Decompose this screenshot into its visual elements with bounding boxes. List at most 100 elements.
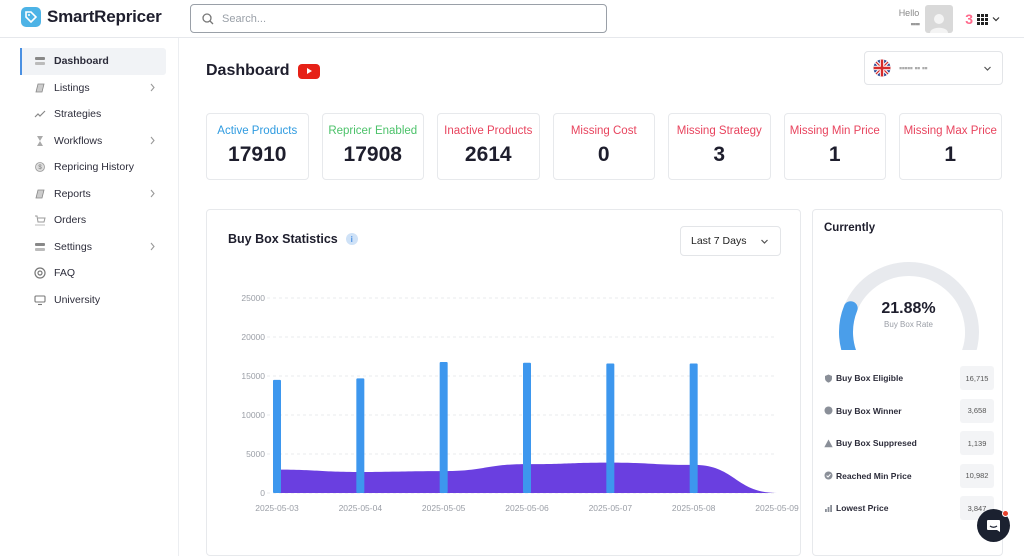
search-icon bbox=[202, 12, 214, 24]
sidebar-item-label: Repricing History bbox=[54, 161, 134, 174]
y-tick-label: 0 bbox=[260, 488, 265, 498]
bar[interactable] bbox=[356, 378, 365, 493]
metric-value: 1,139 bbox=[960, 431, 994, 455]
marketplace-selector[interactable]: ▪▪▪▪▪ ▪▪ ▪▪ bbox=[864, 51, 1003, 85]
tag-icon bbox=[21, 7, 41, 27]
chat-icon bbox=[987, 519, 1000, 532]
chevron-down-icon bbox=[984, 66, 991, 71]
chevron-right-icon bbox=[149, 242, 156, 254]
sidebar-item-strategies[interactable]: Strategies bbox=[20, 101, 178, 128]
x-tick-label: 2025-05-04 bbox=[339, 503, 383, 513]
y-tick-label: 10000 bbox=[241, 410, 265, 420]
buy-box-rate-value: 21.88% bbox=[881, 300, 936, 317]
stat-card-active-products[interactable]: Active Products 17910 bbox=[206, 113, 309, 180]
avatar[interactable] bbox=[925, 5, 954, 33]
bar[interactable] bbox=[523, 362, 531, 493]
bar[interactable] bbox=[689, 363, 698, 493]
stat-card-inactive-products[interactable]: Inactive Products 2614 bbox=[437, 113, 540, 180]
search-box[interactable] bbox=[190, 4, 607, 33]
sidebar-item-listings[interactable]: Listings bbox=[20, 75, 178, 102]
stat-card-missing-max-price[interactable]: Missing Max Price 1 bbox=[899, 113, 1002, 180]
stat-card-missing-min-price[interactable]: Missing Min Price 1 bbox=[783, 113, 886, 180]
chevron-down-icon bbox=[992, 17, 1000, 22]
page-title: Dashboard bbox=[206, 62, 290, 79]
stat-value: 17910 bbox=[228, 143, 287, 166]
currently-card: Currently 21.88% Buy Box Rate Buy Box El… bbox=[812, 209, 1003, 556]
stat-value: 1 bbox=[828, 143, 841, 166]
youtube-icon[interactable] bbox=[297, 63, 320, 79]
metric-value: 10,982 bbox=[960, 463, 994, 488]
stat-card-missing-strategy[interactable]: Missing Strategy 3 bbox=[668, 113, 771, 180]
marketplace-name-obscured: ▪▪▪▪▪ ▪▪ ▪▪ bbox=[899, 63, 928, 73]
grid-icon bbox=[977, 13, 988, 25]
y-tick-label: 25000 bbox=[241, 293, 265, 303]
sidebar-item-dashboard[interactable]: Dashboard bbox=[20, 48, 166, 75]
stat-card-repricer-enabled[interactable]: Repricer Enabled 17908 bbox=[321, 113, 424, 180]
chevron-right-icon bbox=[149, 189, 156, 201]
sidebar-item-label: FAQ bbox=[54, 267, 76, 280]
reports-icon bbox=[34, 188, 46, 200]
stat-card-missing-cost[interactable]: Missing Cost 0 bbox=[552, 113, 655, 180]
x-tick-label: 2025-05-08 bbox=[672, 503, 716, 513]
user-area: Hello ▪▪▪▪ 3 bbox=[899, 5, 1000, 33]
currently-title: Currently bbox=[824, 222, 876, 234]
sidebar-item-label: Settings bbox=[54, 240, 92, 253]
sidebar-item-label: Reports bbox=[54, 187, 91, 200]
stat-label: Inactive Products bbox=[444, 125, 533, 137]
sidebar-item-label: Dashboard bbox=[54, 55, 109, 68]
chevron-right-icon bbox=[149, 136, 156, 148]
buy-box-chart: 0 5000 10000 15000 20000 25000 2025-05-03 2025-… bbox=[241, 293, 799, 513]
stat-label: Missing Strategy bbox=[676, 125, 762, 137]
metric-reached-min-price: Reached Min Price 10,982 bbox=[824, 463, 994, 489]
y-tick-label: 5000 bbox=[246, 449, 265, 459]
search-input[interactable] bbox=[222, 12, 582, 25]
bar[interactable] bbox=[606, 363, 615, 493]
sidebar-item-label: University bbox=[54, 293, 101, 306]
x-tick-label: 2025-05-05 bbox=[422, 503, 466, 513]
app-logo[interactable]: SmartRepricer bbox=[21, 7, 162, 27]
buy-box-statistics-card: Buy Box Statistics i Last 7 Days 0 5000 10… bbox=[206, 209, 801, 556]
sidebar-item-label: Workflows bbox=[54, 134, 103, 147]
metric-label: Buy Box Eligible bbox=[836, 373, 904, 383]
chevron-right-icon bbox=[149, 83, 156, 95]
settings-icon bbox=[34, 241, 46, 253]
chart-title: Buy Box Statistics bbox=[228, 232, 338, 246]
top-bar: SmartRepricer Hello ▪▪▪▪ 3 bbox=[0, 0, 1024, 38]
date-range-value: Last 7 Days bbox=[691, 235, 747, 247]
uk-flag-icon bbox=[873, 59, 891, 77]
metric-buy-box-suppresed: Buy Box Suppresed 1,139 bbox=[824, 430, 994, 456]
stat-value: 0 bbox=[597, 143, 610, 166]
stat-label: Missing Max Price bbox=[903, 125, 997, 137]
sidebar-item-orders[interactable]: Orders bbox=[20, 207, 178, 234]
apps-switcher[interactable]: 3 bbox=[965, 11, 1000, 27]
sidebar-item-workflows[interactable]: Workflows bbox=[20, 128, 178, 155]
bar[interactable] bbox=[439, 361, 448, 493]
dashboard-icon bbox=[34, 55, 46, 67]
monitor-icon bbox=[34, 294, 46, 306]
x-tick-label: 2025-05-07 bbox=[589, 503, 633, 513]
check-circle-icon bbox=[824, 471, 833, 480]
buy-box-rate-gauge bbox=[839, 262, 979, 350]
metric-label: Buy Box Winner bbox=[836, 405, 902, 416]
user-name-obscured: ▪▪▪▪ bbox=[910, 19, 920, 29]
stat-value: 3 bbox=[713, 143, 726, 166]
bar[interactable] bbox=[273, 379, 281, 493]
sidebar-item-settings[interactable]: Settings bbox=[20, 234, 178, 261]
metric-buy-box-eligible: Buy Box Eligible 16,715 bbox=[824, 365, 994, 391]
date-range-select[interactable]: Last 7 Days bbox=[680, 226, 781, 256]
listings-icon bbox=[34, 82, 46, 94]
sidebar-item-reports[interactable]: Reports bbox=[20, 181, 178, 208]
sidebar-item-faq[interactable]: FAQ bbox=[20, 260, 178, 287]
sidebar-item-university[interactable]: University bbox=[20, 287, 178, 314]
bars-icon bbox=[824, 504, 833, 513]
stat-label: Missing Cost bbox=[570, 125, 637, 137]
hourglass-icon bbox=[34, 135, 46, 147]
sidebar-item-repricing-history[interactable]: $ Repricing History bbox=[20, 154, 178, 181]
metric-lowest-price: Lowest Price 3,847 bbox=[824, 495, 994, 521]
metric-label: Reached Min Price bbox=[836, 470, 912, 481]
info-icon[interactable]: i bbox=[345, 233, 358, 245]
metric-value: 16,715 bbox=[960, 366, 994, 390]
shield-icon bbox=[824, 374, 833, 383]
buy-box-rate-label: Buy Box Rate bbox=[884, 320, 933, 329]
gauge-fill bbox=[839, 301, 858, 350]
